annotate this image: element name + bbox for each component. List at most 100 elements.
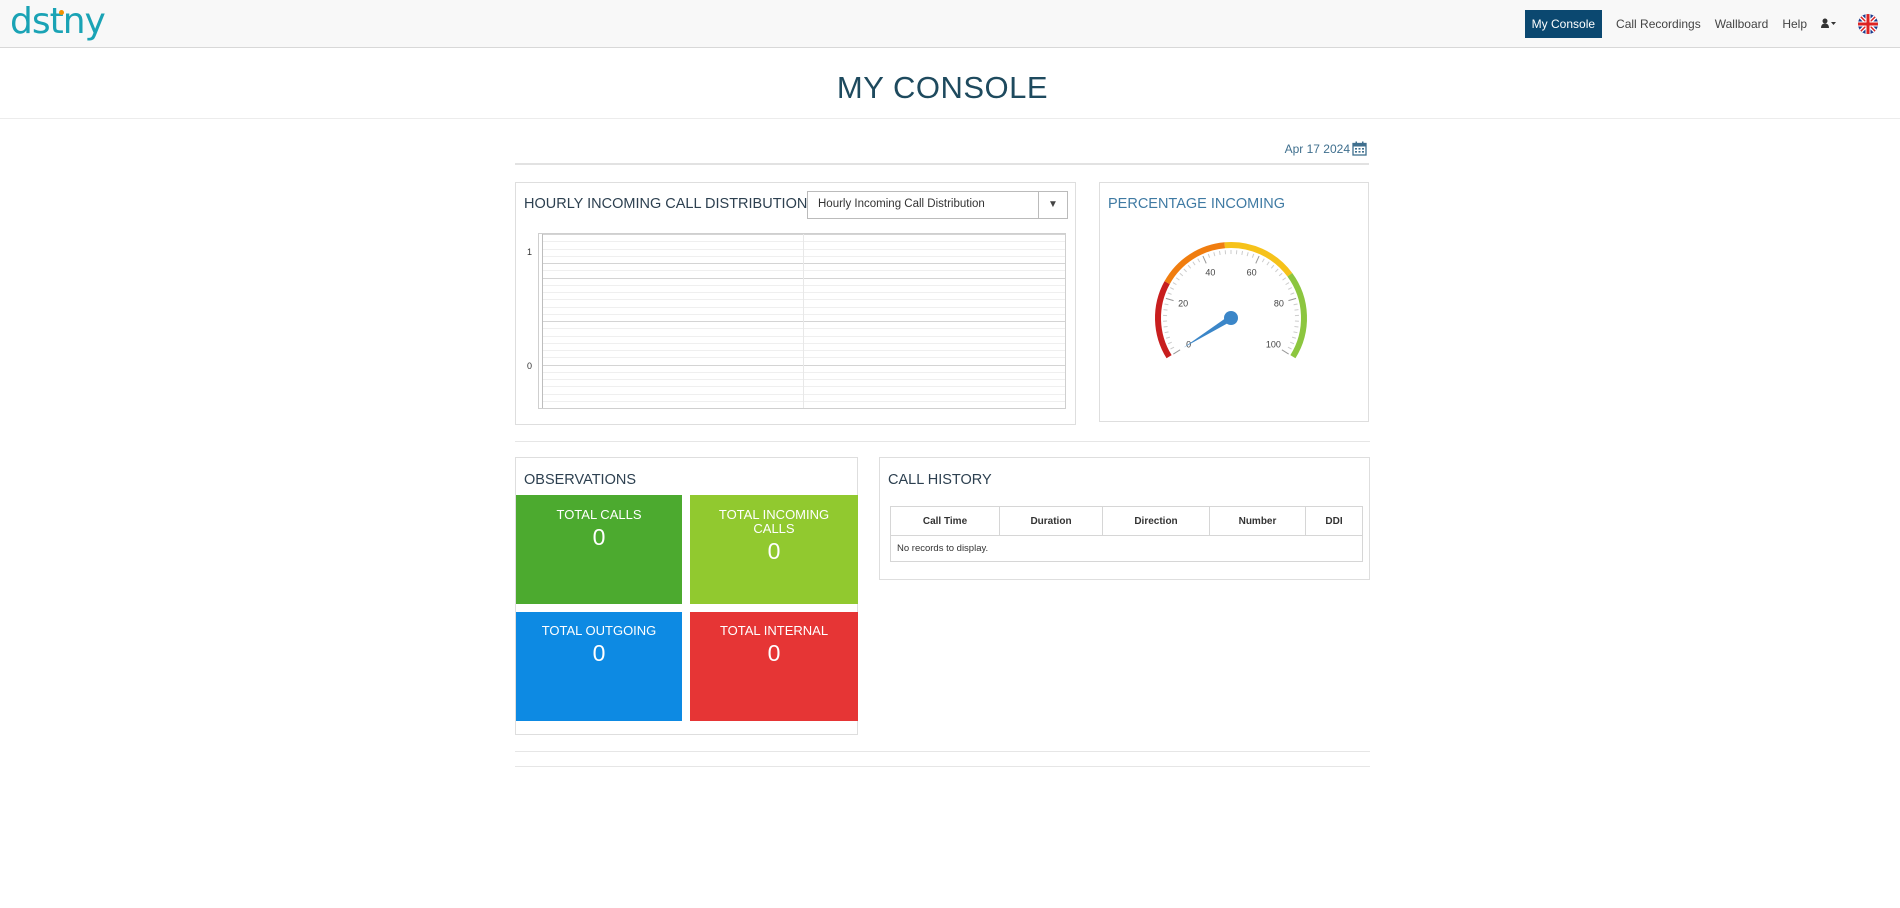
gauge-panel-title: PERCENTAGE INCOMING [1108,196,1285,212]
gauge-band [1164,242,1226,285]
gauge-tick [1251,253,1255,258]
column-header-ddi[interactable]: DDI [1305,506,1363,536]
user-dropdown-icon[interactable] [1814,17,1844,31]
tile-value: 0 [767,640,781,666]
tile-value: 0 [767,538,781,564]
tile-label: TOTAL CALLS [556,507,642,522]
tile-total-outgoing[interactable]: TOTAL OUTGOING 0 [516,612,682,721]
gauge-tick [1175,277,1180,281]
gauge-tick [1281,349,1289,355]
gauge-tick [1266,261,1270,266]
gauge-tick [1183,268,1187,273]
gauge-tick [1164,303,1169,306]
gauge-band [1287,272,1307,359]
tile-total-calls[interactable]: TOTAL CALLS 0 [516,495,682,604]
gauge-tick [1290,341,1295,345]
date-picker-row: Apr 17 2024 [515,140,1369,165]
gauge-tick [1282,277,1287,281]
nav-call-recordings[interactable]: Call Recordings [1616,17,1701,31]
gauge-tick-label: 80 [1274,299,1284,309]
column-header-duration[interactable]: Duration [999,506,1103,536]
tile-label: TOTAL INCOMING CALLS [718,507,830,536]
gauge-tick [1293,331,1298,334]
chart-type-select-value: Hourly Incoming Call Distribution [818,198,985,210]
dstny-logo[interactable]: dstny [10,1,106,42]
gauge-tick [1246,252,1249,257]
gauge-tick [1285,282,1290,286]
gauge-tick [1170,346,1175,350]
main-nav: My Console Call Recordings Wallboard Hel… [1524,10,1900,38]
gauge-tick [1179,272,1184,277]
gauge-tick [1167,341,1172,345]
gauge-tick-label: 60 [1247,267,1257,277]
gauge-band [1224,242,1293,277]
tile-total-internal[interactable]: TOTAL INTERNAL 0 [690,612,858,721]
gauge-tick [1167,292,1172,295]
y-tick-label: 1 [527,247,533,257]
top-navbar: dstny My Console Call Recordings Wallboa… [0,0,1900,48]
gauge-tick [1197,258,1201,263]
gauge-tick [1187,264,1192,269]
observations-title: OBSERVATIONS [524,472,636,488]
gauge-tick [1275,268,1279,273]
percentage-gauge: 020406080100 [1155,242,1307,359]
logo-text: dstny [10,1,106,42]
gauge-tick [1255,255,1260,264]
gauge-tick [1172,282,1177,286]
percentage-incoming-panel: PERCENTAGE INCOMING 020406080100 [1099,182,1369,422]
hourly-chart-plot[interactable] [538,233,1066,409]
gauge-tick [1291,336,1297,339]
nav-my-console[interactable]: My Console [1524,10,1603,38]
chart-gridlines [542,234,1065,409]
gauge-tick [1218,250,1221,256]
tile-label: TOTAL OUTGOING [541,623,657,638]
footer-divider [515,766,1370,767]
column-header-direction[interactable]: Direction [1102,506,1210,536]
gauge-needle [1183,315,1233,348]
gauge-tick [1213,252,1216,257]
calendar-icon[interactable] [1352,141,1367,156]
table-header-row: Call Time Duration Direction Number DDI [890,506,1363,536]
gauge-tick [1165,297,1174,302]
logo-dot [59,10,64,15]
gauge-tick [1278,272,1283,277]
hourly-distribution-panel: HOURLY INCOMING CALL DISTRIBUTION Hourly… [515,182,1076,425]
no-records-message: No records to display. [890,535,1363,562]
gauge-tick [1287,346,1292,350]
gauge-tick [1163,325,1168,328]
call-history-title: CALL HISTORY [888,472,992,488]
gauge-tick [1202,255,1207,264]
gauge-tick [1270,264,1275,269]
gauge-tick [1169,287,1174,290]
gauge-band [1155,281,1172,359]
chevron-down-icon[interactable]: ▼ [1038,192,1067,218]
gauge-tick [1241,250,1244,256]
title-divider [0,118,1900,119]
y-tick-label: 0 [527,361,533,371]
column-header-call-time[interactable]: Call Time [890,506,1000,536]
gauge-needle-pivot [1224,311,1238,325]
gauge-tick [1164,331,1169,334]
tile-total-incoming-calls[interactable]: TOTAL INCOMING CALLS 0 [690,495,858,604]
nav-help[interactable]: Help [1782,17,1807,31]
gauge-tick [1290,292,1295,295]
page-title: MY CONSOLE [836,70,1049,105]
section-divider [515,441,1370,442]
gauge-tick-label: 40 [1205,267,1215,277]
tile-value: 0 [592,524,606,550]
selected-date[interactable]: Apr 17 2024 [1284,142,1350,156]
hourly-panel-title: HOURLY INCOMING CALL DISTRIBUTION [524,196,808,212]
gauge-tick [1165,336,1171,339]
call-history-table: Call Time Duration Direction Number DDI … [890,506,1363,562]
gauge-tick-label: 20 [1178,299,1188,309]
nav-wallboard[interactable]: Wallboard [1714,17,1769,31]
gauge-tick [1293,303,1298,306]
call-history-panel: CALL HISTORY Call Time Duration Directio… [879,457,1370,580]
footer-divider [515,751,1370,752]
column-header-number[interactable]: Number [1209,506,1306,536]
gauge-tick-label: 100 [1266,339,1281,349]
uk-flag-icon[interactable] [1858,14,1878,34]
observations-panel: OBSERVATIONS TOTAL CALLS 0 TOTAL INCOMIN… [515,457,858,735]
chart-type-select[interactable]: Hourly Incoming Call Distribution ▼ [807,191,1068,219]
tile-label: TOTAL INTERNAL [719,623,829,638]
